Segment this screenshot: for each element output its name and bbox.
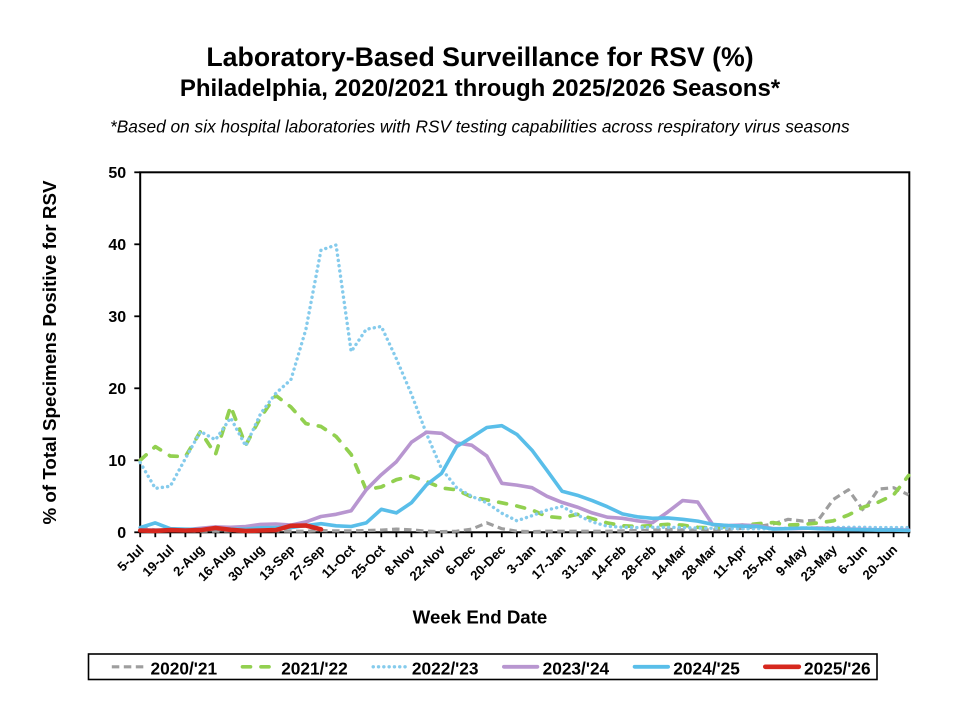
svg-text:50: 50 [108,165,126,182]
svg-text:2020/'21: 2020/'21 [151,659,218,679]
svg-text:10: 10 [108,453,126,470]
svg-text:% of Total Specimens Positive: % of Total Specimens Positive for RSV [39,180,60,525]
svg-text:2023/'24: 2023/'24 [543,659,610,679]
svg-text:2022/'23: 2022/'23 [412,659,479,679]
svg-text:Week End Date: Week End Date [413,607,548,628]
svg-text:2024/'25: 2024/'25 [673,659,740,679]
svg-text:Philadelphia, 2020/2021 throug: Philadelphia, 2020/2021 through 2025/202… [180,75,781,102]
svg-text:*Based on six hospital laborat: *Based on six hospital laboratories with… [110,117,850,137]
svg-text:30: 30 [108,309,126,326]
svg-text:Laboratory-Based Surveillance: Laboratory-Based Surveillance for RSV (%… [206,42,753,72]
svg-text:20: 20 [108,381,126,398]
svg-text:2025/'26: 2025/'26 [804,659,871,679]
svg-text:40: 40 [108,237,126,254]
svg-text:2021/'22: 2021/'22 [281,659,348,679]
svg-text:0: 0 [117,525,126,542]
